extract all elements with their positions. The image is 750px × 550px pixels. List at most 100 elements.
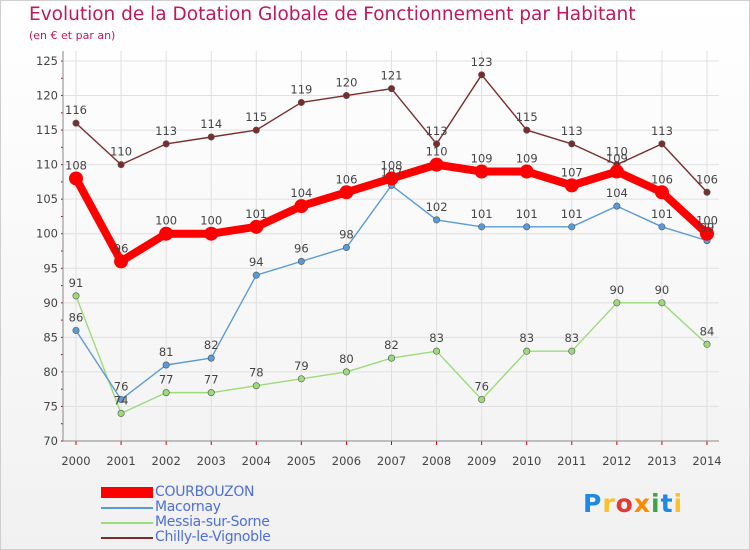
data-point-2 xyxy=(658,299,666,307)
data-label-2: 77 xyxy=(204,373,219,387)
data-point-0 xyxy=(339,185,354,200)
data-label-2: 90 xyxy=(610,283,625,297)
x-tick-label: 2010 xyxy=(512,454,541,468)
data-label-3: 113 xyxy=(426,124,448,138)
data-label-0: 108 xyxy=(381,158,403,172)
data-label-3: 113 xyxy=(651,124,673,138)
grid-lines xyxy=(64,51,719,442)
data-point-0 xyxy=(519,164,534,179)
logo-letter: i xyxy=(651,489,661,518)
data-point-3 xyxy=(297,98,305,106)
data-point-0 xyxy=(204,226,219,241)
legend-swatch-chilly xyxy=(101,537,153,539)
logo-letter: t xyxy=(660,489,674,518)
data-point-0 xyxy=(429,157,444,172)
logo-letter: r xyxy=(602,489,616,518)
data-point-1 xyxy=(342,244,350,252)
y-tick-label: 70 xyxy=(43,434,58,448)
data-label-0: 104 xyxy=(290,186,312,200)
x-tick-label: 2002 xyxy=(152,454,181,468)
x-tick-label: 2008 xyxy=(422,454,451,468)
data-point-0 xyxy=(564,178,579,193)
y-tick-label: 100 xyxy=(36,227,58,241)
y-tick-label: 120 xyxy=(36,89,58,103)
data-point-2 xyxy=(297,375,305,383)
x-tick-label: 2006 xyxy=(332,454,361,468)
data-point-2 xyxy=(478,396,486,404)
data-point-0 xyxy=(249,219,264,234)
data-point-2 xyxy=(117,409,125,417)
data-label-2: 82 xyxy=(384,338,399,352)
x-tick-label: 2014 xyxy=(692,454,721,468)
legend-swatch-messia xyxy=(101,522,153,524)
data-label-3: 121 xyxy=(381,69,403,83)
data-label-0: 100 xyxy=(155,214,177,228)
data-label-1: 96 xyxy=(294,241,309,255)
logo-letter: o xyxy=(615,489,634,518)
data-label-1: 102 xyxy=(426,200,448,214)
logo-letter: P xyxy=(583,489,603,518)
data-label-3: 116 xyxy=(65,103,87,117)
x-tick-label: 2011 xyxy=(557,454,586,468)
data-label-1: 82 xyxy=(204,338,219,352)
data-label-0: 107 xyxy=(561,165,583,179)
chart-title: Evolution de la Dotation Globale de Fonc… xyxy=(29,4,636,25)
legend-label-messia: Messia-sur-Sorne xyxy=(155,514,270,530)
data-point-1 xyxy=(568,223,576,231)
data-label-3: 115 xyxy=(245,110,267,124)
data-label-3: 110 xyxy=(606,145,628,159)
x-tick-label: 2005 xyxy=(287,454,316,468)
data-label-1: 107 xyxy=(381,165,403,179)
data-point-2 xyxy=(207,389,215,397)
data-label-3: 123 xyxy=(471,55,493,69)
data-label-2: 78 xyxy=(249,366,264,380)
data-label-1: 101 xyxy=(516,207,538,221)
data-label-3: 113 xyxy=(155,124,177,138)
data-point-2 xyxy=(387,354,395,362)
data-label-2: 91 xyxy=(69,276,84,290)
data-label-1: 98 xyxy=(339,228,354,242)
data-point-1 xyxy=(207,354,215,362)
data-point-3 xyxy=(703,188,711,196)
data-point-3 xyxy=(568,140,576,148)
y-tick-label: 105 xyxy=(36,192,58,206)
data-point-3 xyxy=(342,92,350,100)
data-label-0: 109 xyxy=(471,152,493,166)
data-point-0 xyxy=(384,171,399,186)
data-label-1: 99 xyxy=(700,221,715,235)
data-point-3 xyxy=(162,140,170,148)
data-label-0: 108 xyxy=(65,158,87,172)
data-point-0 xyxy=(294,199,309,214)
data-point-3 xyxy=(478,71,486,79)
data-point-0 xyxy=(609,164,624,179)
data-label-0: 100 xyxy=(200,214,222,228)
legend-label-chilly: Chilly-le-Vignoble xyxy=(155,529,271,545)
data-label-2: 79 xyxy=(294,359,309,373)
data-label-3: 120 xyxy=(335,76,357,90)
data-point-0 xyxy=(114,254,129,269)
data-label-2: 80 xyxy=(339,352,354,366)
data-label-3: 110 xyxy=(110,145,132,159)
data-point-0 xyxy=(700,226,714,241)
y-tick-label: 110 xyxy=(36,158,58,172)
data-label-0: 101 xyxy=(245,207,267,221)
data-point-2 xyxy=(252,382,260,390)
data-point-0 xyxy=(654,185,669,200)
legend-item-chilly: Chilly-le-Vignoble xyxy=(101,529,361,545)
legend-label-macornay: Macornay xyxy=(155,499,221,515)
data-point-1 xyxy=(478,223,486,231)
y-tick-label: 115 xyxy=(36,123,58,137)
data-point-2 xyxy=(613,299,621,307)
data-point-0 xyxy=(474,164,489,179)
data-label-0: 106 xyxy=(335,172,357,186)
legend-item-courbouzon: COURBOUZON xyxy=(101,484,361,500)
x-tick-label: 2001 xyxy=(106,454,135,468)
data-label-1: 101 xyxy=(561,207,583,221)
chart-subtitle: (en € et par an) xyxy=(29,29,116,42)
data-point-3 xyxy=(433,140,441,148)
legend-item-macornay: Macornay xyxy=(101,499,361,515)
y-tick-label: 90 xyxy=(43,296,58,310)
data-point-2 xyxy=(703,340,711,348)
data-point-1 xyxy=(613,202,621,210)
